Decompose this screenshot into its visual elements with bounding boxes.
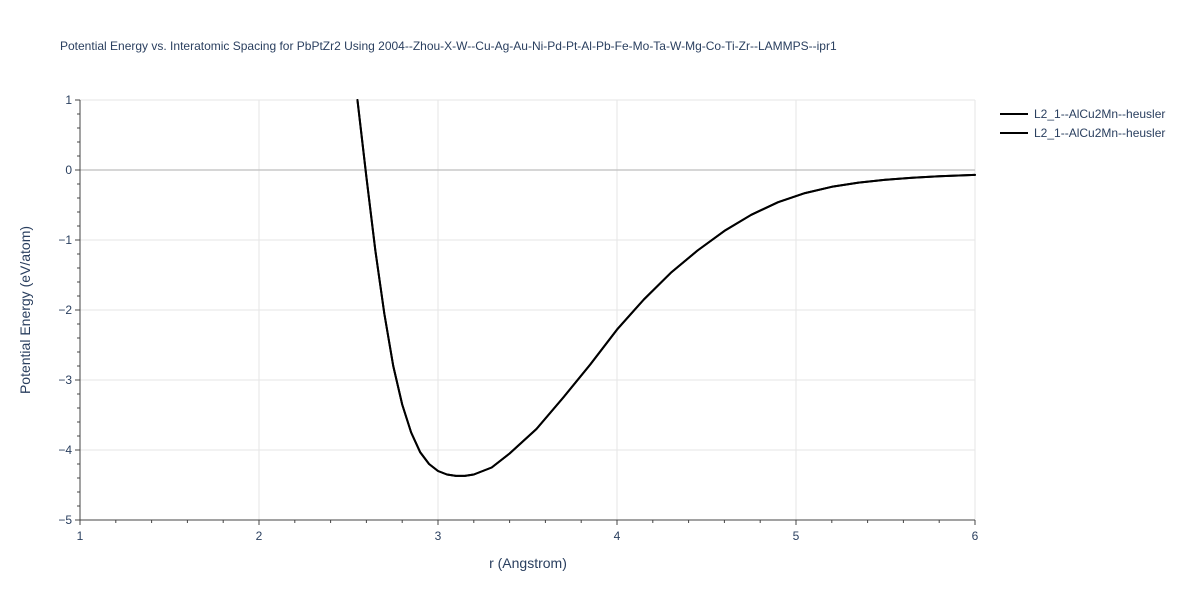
legend-item-1[interactable]: L2_1--AlCu2Mn--heusler	[1000, 107, 1165, 121]
y-tick-label: 1	[65, 93, 72, 107]
y-axis-title: Potential Energy (eV/atom)	[17, 226, 33, 394]
x-tick-label: 2	[256, 529, 263, 543]
x-tick-label: 5	[793, 529, 800, 543]
series-line-2	[356, 99, 976, 477]
legend[interactable]: L2_1--AlCu2Mn--heusler L2_1--AlCu2Mn--heu…	[1000, 107, 1165, 140]
y-tick-label: −5	[58, 513, 72, 527]
y-tick-label: 0	[65, 163, 72, 177]
y-axis-ticks: 1 0 −1 −2 −3 −4 −5	[58, 93, 80, 527]
x-tick-label: 3	[435, 529, 442, 543]
x-axis-ticks: 1 2 3 4 5 6	[77, 520, 979, 543]
y-tick-label: −4	[58, 443, 72, 457]
y-tick-label: −2	[58, 303, 72, 317]
x-axis-title: r (Angstrom)	[489, 555, 567, 571]
legend-item-2[interactable]: L2_1--AlCu2Mn--heusler	[1000, 126, 1165, 140]
x-tick-label: 6	[972, 529, 979, 543]
y-tick-label: −3	[58, 373, 72, 387]
chart-title: Potential Energy vs. Interatomic Spacing…	[60, 39, 837, 53]
plot-area	[356, 99, 976, 477]
legend-label: L2_1--AlCu2Mn--heusler	[1034, 107, 1165, 121]
y-gridlines	[80, 99, 975, 451]
legend-label: L2_1--AlCu2Mn--heusler	[1034, 126, 1165, 140]
y-tick-label: −1	[58, 233, 72, 247]
x-tick-label: 1	[77, 529, 84, 543]
x-tick-label: 4	[614, 529, 621, 543]
